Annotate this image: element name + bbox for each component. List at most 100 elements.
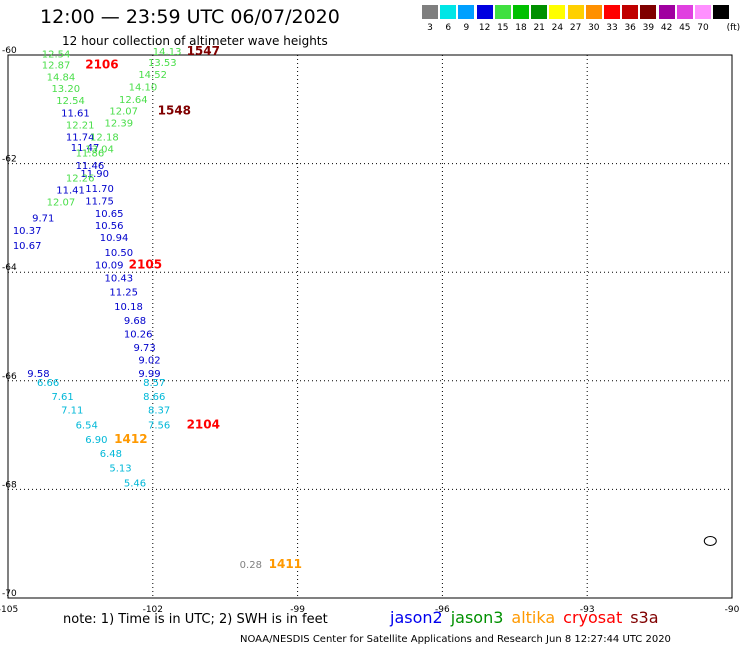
legend-swatch [713,5,730,19]
wave-height-label: 11.41 [56,185,85,196]
wave-height-label: 14.13 [153,47,182,58]
wave-height-label: 9.99 [138,369,160,380]
wave-height-label: 11.46 [76,161,105,172]
wave-height-label: 9.58 [27,369,49,380]
wave-height-label: 0.28 [240,560,262,571]
legend-label: 3 [427,23,433,33]
wave-height-label: 12.07 [47,197,76,208]
latitude-tick-label: -60 [2,46,17,56]
legend-swatch [567,5,584,19]
pass-time-label: 2104 [187,418,220,432]
wave-height-label: 10.50 [105,248,134,259]
wave-height-label: 9.02 [138,355,160,366]
wave-height-label: 10.56 [95,221,124,232]
legend-swatch [458,5,475,19]
wave-height-label: 13.53 [148,58,177,69]
wave-height-label: 11.90 [80,169,109,180]
island-outline [703,535,717,546]
wave-height-label: 6.54 [76,421,98,432]
wave-height-label: 9.73 [133,343,155,354]
wave-height-label: 10.18 [114,302,143,313]
page-title: 12:00 — 23:59 UTC 06/07/2020 [40,6,340,28]
wave-height-label: 9.68 [124,316,146,327]
legend-label: 15 [497,23,509,33]
wave-height-label: 10.43 [105,273,134,284]
wave-height-label: 14.84 [47,73,76,84]
legend-label: 36 [624,23,636,33]
wave-height-label: 5.13 [109,463,131,474]
wave-height-label: 11.75 [85,196,114,207]
legend-swatch [604,5,620,19]
wave-height-label: 7.11 [61,405,83,416]
wave-height-label: 11.74 [66,132,95,143]
longitude-tick-label: -99 [290,605,305,615]
wave-height-label: 8.57 [143,378,165,389]
legend-swatch [658,5,675,19]
pass-time-label: 1548 [158,104,191,118]
wave-height-label: 12.07 [109,107,138,118]
legend-unit: (ft) [726,23,740,33]
latitude-tick-label: -68 [2,480,17,490]
legend-label: 9 [463,23,470,33]
wave-height-label: 10.26 [124,329,153,340]
wave-height-label: 7.56 [148,421,170,432]
wave-height-label: 12.87 [42,61,71,72]
satellite-altika: altika [511,608,556,627]
wave-height-label: 10.67 [13,241,42,252]
pass-time-label: 1547 [187,44,220,58]
longitude-tick-label: -93 [580,605,595,615]
legend-label: 21 [533,23,545,33]
pass-time-label: 2106 [85,58,118,72]
legend-swatch [695,5,711,19]
legend-swatch [476,5,493,19]
latitude-tick-label: -70 [2,589,17,599]
legend-swatch [440,5,457,19]
legend-label: 45 [679,23,691,33]
legend-swatch [531,5,548,19]
legend-swatch [622,5,639,19]
wave-height-label: 11.61 [61,108,90,119]
satellite-jason3: jason3 [450,608,504,627]
legend-swatch [640,5,657,19]
wave-height-label: 6.48 [100,449,122,460]
legend-swatch [676,5,693,19]
wave-height-label: 10.94 [100,233,129,244]
wave-height-label: 5.46 [124,479,146,490]
wave-height-label: 12.26 [66,174,95,185]
satellite-jason2: jason2 [390,608,443,627]
latitude-tick-label: -62 [2,155,17,165]
legend-swatch [422,5,438,19]
legend-label: 42 [660,23,673,33]
latitude-tick-label: -66 [2,372,17,382]
wave-height-label: 10.65 [95,209,124,220]
legend-label: 24 [551,23,564,33]
legend-swatch [549,5,566,19]
wave-height-label: 8.66 [143,392,165,403]
pass-time-label: 1412 [114,432,147,446]
wave-height-label: 11.25 [109,288,138,299]
wave-height-label: 6.66 [37,378,59,389]
legend-label: 6 [445,23,452,33]
wave-height-label: 14.52 [138,70,167,81]
wave-height-label: 12.64 [119,95,148,106]
note-text: note: 1) Time is in UTC; 2) SWH is in fe… [63,612,328,627]
wave-height-label: 6.90 [85,435,107,446]
legend-swatch [585,5,602,19]
wave-height-label: 12.21 [66,120,95,131]
wave-height-label: 12.18 [90,132,119,143]
satellite-legend: jason2 jason3 altika cryosat s3a [390,608,667,627]
wave-height-label: 13.04 [85,145,114,156]
wave-height-label: 7.61 [51,392,73,403]
map-frame [7,54,733,599]
satellite-cryosat: cryosat [563,608,623,627]
wave-height-label: 12.39 [105,119,134,130]
legend-label: 18 [515,23,527,33]
wave-height-label: 9.71 [32,214,54,225]
wave-height-label: 10.37 [13,226,42,237]
legend-label: 39 [642,23,655,33]
pass-time-label: 1411 [269,557,302,571]
pass-time-label: 2105 [129,257,162,271]
legend-label: 33 [606,23,618,33]
wave-height-label: 13.20 [51,84,80,95]
